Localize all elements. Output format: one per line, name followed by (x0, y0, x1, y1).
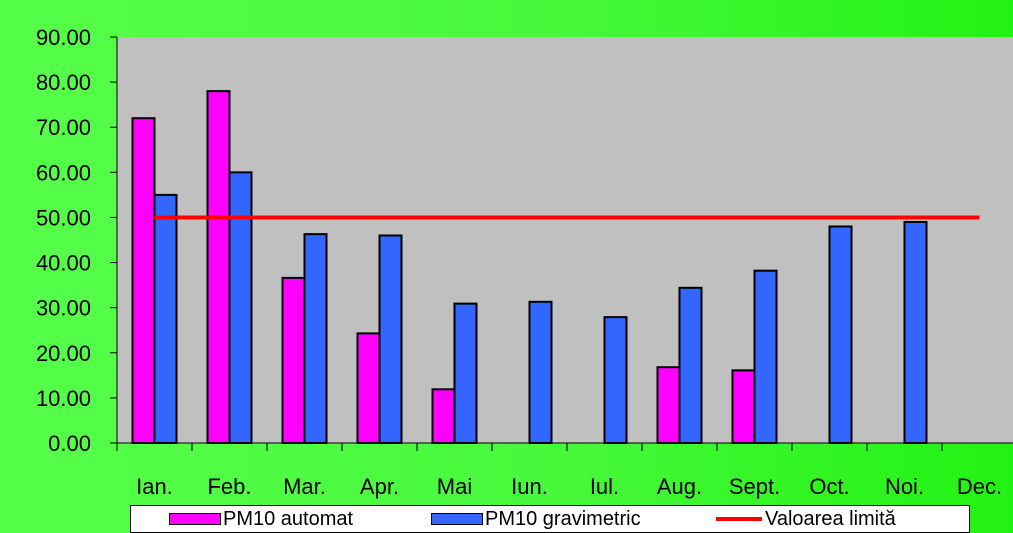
bar-pm10-automat (281, 276, 306, 445)
legend-swatch-valoarea-limita (716, 517, 762, 521)
legend-item-valoarea-limita: Valoarea limită (716, 508, 896, 530)
y-tick-label: 60.00 (36, 160, 91, 185)
bar-pm10-automat (731, 369, 756, 445)
x-tick-label: Feb. (207, 474, 251, 499)
bar-pm10-gravimetric (378, 234, 403, 444)
bar-pm10-gravimetric (753, 269, 778, 445)
bar-pm10-automat (206, 90, 231, 444)
y-tick-label: 50.00 (36, 205, 91, 230)
legend-label-pm10-gravimetric: PM10 gravimetric (485, 507, 641, 530)
y-tick-label: 40.00 (36, 251, 91, 276)
y-tick-label: 70.00 (36, 115, 91, 140)
x-tick-labels: Ian. Feb. Mar. Apr. Mai Iun. Iul. Aug. Sept. Oct.… (136, 474, 1002, 499)
x-tick-label: Sept. (729, 474, 780, 499)
legend: PM10 automat PM10 gravimetric Valoarea l… (130, 505, 970, 533)
x-tick-label: Mai (437, 474, 472, 499)
x-axis (116, 442, 1013, 451)
y-tick-label: 10.00 (36, 386, 91, 411)
y-tick-label: 90.00 (36, 25, 91, 50)
bar-pm10-gravimetric (678, 286, 703, 444)
bar-series (131, 90, 928, 445)
bar-pm10-gravimetric (903, 220, 928, 444)
bar-pm10-gravimetric (228, 171, 253, 444)
x-tick-label: Iul. (590, 474, 619, 499)
x-tick-label: Iun. (511, 474, 548, 499)
x-tick-label: Mar. (283, 474, 326, 499)
bar-pm10-automat (656, 366, 681, 445)
x-tick-label: Ian. (136, 474, 173, 499)
bar-pm10-gravimetric (828, 225, 853, 444)
bar-pm10-gravimetric (303, 233, 328, 444)
y-tick-label: 0.00 (48, 431, 91, 456)
y-tick-label: 80.00 (36, 70, 91, 95)
bar-pm10-gravimetric (453, 302, 478, 444)
legend-item-pm10-gravimetric: PM10 gravimetric (431, 508, 641, 530)
y-tick-labels: 0.00 10.00 20.00 30.00 40.00 50.00 60.00 70.00 8… (36, 25, 91, 456)
plot-area (117, 37, 1013, 443)
x-tick-label: Apr. (360, 474, 399, 499)
y-tick-label: 20.00 (36, 341, 91, 366)
x-tick-label: Oct. (809, 474, 849, 499)
x-tick-label: Aug. (657, 474, 702, 499)
legend-label-valoarea-limita: Valoarea limită (765, 507, 896, 530)
legend-item-pm10-automat: PM10 automat (169, 508, 353, 530)
bar-pm10-automat (431, 388, 456, 444)
bar-pm10-automat (131, 117, 156, 444)
bar-pm10-automat (356, 332, 381, 445)
bar-pm10-gravimetric (603, 316, 628, 445)
x-tick-label: Noi. (885, 474, 924, 499)
y-axis (110, 36, 118, 444)
x-tick-label: Dec. (957, 474, 1002, 499)
bar-pm10-gravimetric (528, 300, 553, 444)
legend-swatch-pm10-automat (169, 513, 221, 525)
legend-swatch-pm10-gravimetric (431, 513, 483, 525)
legend-label-pm10-automat: PM10 automat (223, 507, 354, 530)
bar-pm10-gravimetric (153, 193, 178, 444)
y-tick-label: 30.00 (36, 296, 91, 321)
